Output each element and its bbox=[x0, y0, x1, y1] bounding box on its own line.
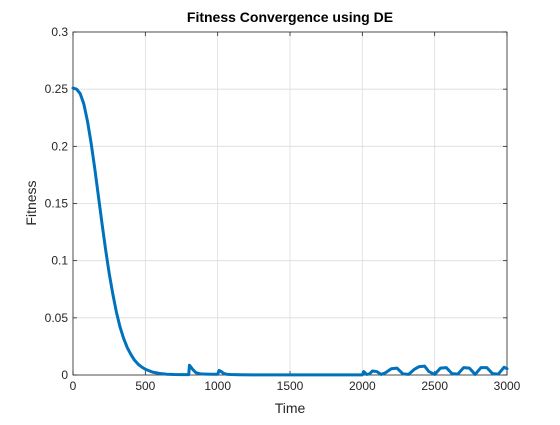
y-tick-labels: 0 0.05 0.1 0.15 0.2 0.25 0.3 bbox=[45, 25, 69, 382]
y-tick-label: 0.05 bbox=[45, 311, 69, 325]
y-tick-label: 0.15 bbox=[45, 197, 69, 211]
y-tick-label: 0.25 bbox=[45, 82, 69, 96]
x-tick-label: 1500 bbox=[277, 379, 304, 393]
fitness-series-line bbox=[71, 86, 509, 377]
x-axis-label: Time bbox=[275, 400, 306, 416]
y-tick-label: 0.1 bbox=[51, 254, 68, 268]
x-tick-label: 500 bbox=[135, 379, 155, 393]
x-tick-labels: 0 500 1000 1500 2000 2500 3000 bbox=[70, 379, 521, 393]
tick-marks bbox=[72, 31, 508, 376]
y-tick-label: 0.2 bbox=[51, 139, 68, 153]
x-tick-label: 1000 bbox=[204, 379, 231, 393]
y-tick-label: 0.3 bbox=[51, 25, 68, 39]
x-tick-label: 2500 bbox=[421, 379, 448, 393]
chart-title: Fitness Convergence using DE bbox=[187, 9, 393, 25]
y-tick-label: 0 bbox=[61, 368, 68, 382]
series-group bbox=[71, 86, 509, 377]
x-tick-label: 2000 bbox=[349, 379, 376, 393]
x-tick-label: 3000 bbox=[494, 379, 521, 393]
y-axis-label: Fitness bbox=[23, 180, 39, 225]
x-tick-label: 0 bbox=[70, 379, 77, 393]
